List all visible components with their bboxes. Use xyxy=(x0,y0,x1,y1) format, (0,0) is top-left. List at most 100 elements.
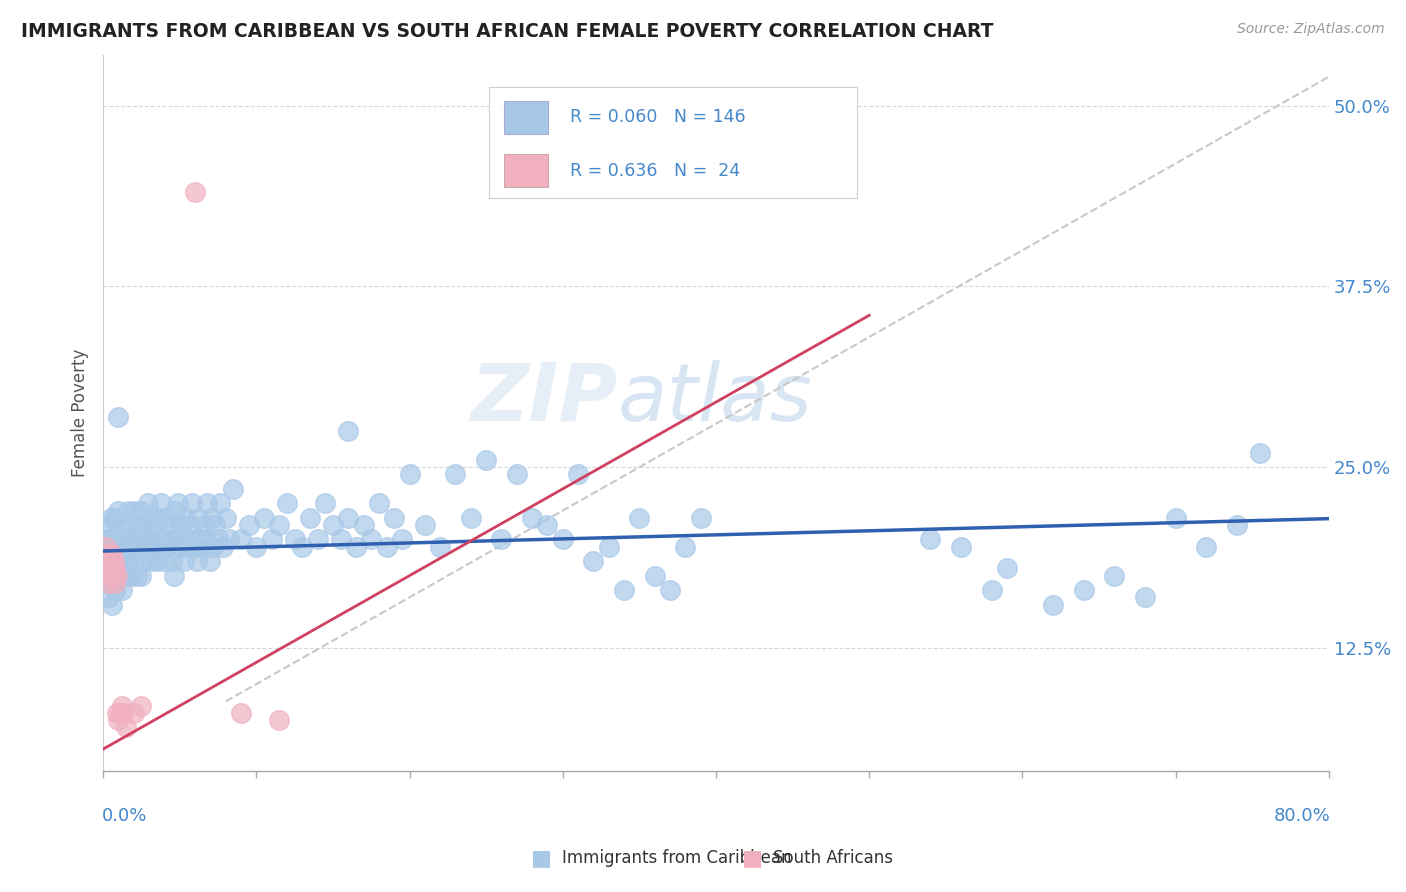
Point xyxy=(98,591,121,605)
Point xyxy=(159,533,181,547)
Point xyxy=(120,568,142,582)
Point xyxy=(103,510,125,524)
Point xyxy=(920,533,942,547)
Point xyxy=(398,467,420,482)
Point xyxy=(98,554,121,568)
Point xyxy=(284,533,307,547)
Point xyxy=(375,540,398,554)
Point xyxy=(194,533,217,547)
Text: atlas: atlas xyxy=(617,359,813,438)
Point xyxy=(97,561,120,575)
Point xyxy=(107,533,129,547)
Point xyxy=(104,533,127,547)
Point xyxy=(155,510,177,524)
Point xyxy=(136,496,159,510)
Point xyxy=(108,568,131,582)
Point xyxy=(598,540,620,554)
Point xyxy=(337,510,360,524)
Point xyxy=(195,496,218,510)
Point xyxy=(337,424,360,438)
Point xyxy=(176,540,198,554)
Point xyxy=(215,510,238,524)
Point xyxy=(93,547,115,561)
Point xyxy=(138,533,160,547)
Point xyxy=(429,540,451,554)
Point xyxy=(117,503,139,517)
Point xyxy=(413,518,436,533)
Point xyxy=(628,510,651,524)
Point xyxy=(108,540,131,554)
Point xyxy=(551,533,574,547)
Point xyxy=(179,533,201,547)
Point xyxy=(229,706,252,720)
Point xyxy=(238,518,260,533)
Point xyxy=(98,547,121,561)
Point xyxy=(382,510,405,524)
Point xyxy=(98,575,121,590)
Point xyxy=(673,540,696,554)
Point xyxy=(115,533,138,547)
Point xyxy=(129,540,152,554)
Point xyxy=(104,554,127,568)
Point xyxy=(115,720,138,734)
Point xyxy=(96,575,118,590)
Point xyxy=(112,518,135,533)
Point xyxy=(229,533,252,547)
Point xyxy=(245,540,267,554)
Point xyxy=(110,533,132,547)
Point xyxy=(107,503,129,517)
Point xyxy=(122,706,145,720)
Y-axis label: Female Poverty: Female Poverty xyxy=(72,349,89,477)
Point xyxy=(135,540,157,554)
Point xyxy=(1195,540,1218,554)
Point xyxy=(139,510,162,524)
Point xyxy=(188,533,211,547)
Point xyxy=(105,568,128,582)
Point xyxy=(107,713,129,727)
Point xyxy=(659,583,682,598)
Point xyxy=(105,540,128,554)
Point xyxy=(115,568,138,582)
Text: South Africans: South Africans xyxy=(773,849,893,867)
Point xyxy=(145,554,167,568)
Point xyxy=(165,503,187,517)
Point xyxy=(112,706,135,720)
Point xyxy=(208,496,231,510)
Point xyxy=(108,706,131,720)
Point xyxy=(950,540,973,554)
Point xyxy=(157,518,180,533)
Point xyxy=(177,518,200,533)
Point xyxy=(201,510,224,524)
Point xyxy=(353,518,375,533)
Point xyxy=(200,554,222,568)
Point xyxy=(613,583,636,598)
Point xyxy=(1042,598,1064,612)
Point xyxy=(329,533,352,547)
Point xyxy=(460,510,482,524)
Point xyxy=(101,547,124,561)
Point xyxy=(204,518,226,533)
Point xyxy=(174,510,197,524)
Point xyxy=(191,540,214,554)
Point xyxy=(104,583,127,598)
Point xyxy=(391,533,413,547)
Point xyxy=(96,540,118,554)
Text: 0.0%: 0.0% xyxy=(101,807,148,825)
Text: ZIP: ZIP xyxy=(471,359,617,438)
Point xyxy=(307,533,329,547)
Point xyxy=(100,568,122,582)
Point xyxy=(167,496,190,510)
Point xyxy=(100,568,122,582)
Point xyxy=(143,533,166,547)
Point xyxy=(110,583,132,598)
Text: ■: ■ xyxy=(742,848,762,868)
Point xyxy=(276,496,298,510)
Point xyxy=(141,540,163,554)
Point xyxy=(103,568,125,582)
Point xyxy=(122,554,145,568)
Point xyxy=(103,568,125,582)
Point xyxy=(360,533,382,547)
Point xyxy=(131,503,153,517)
Point xyxy=(506,467,529,482)
Point xyxy=(153,554,176,568)
